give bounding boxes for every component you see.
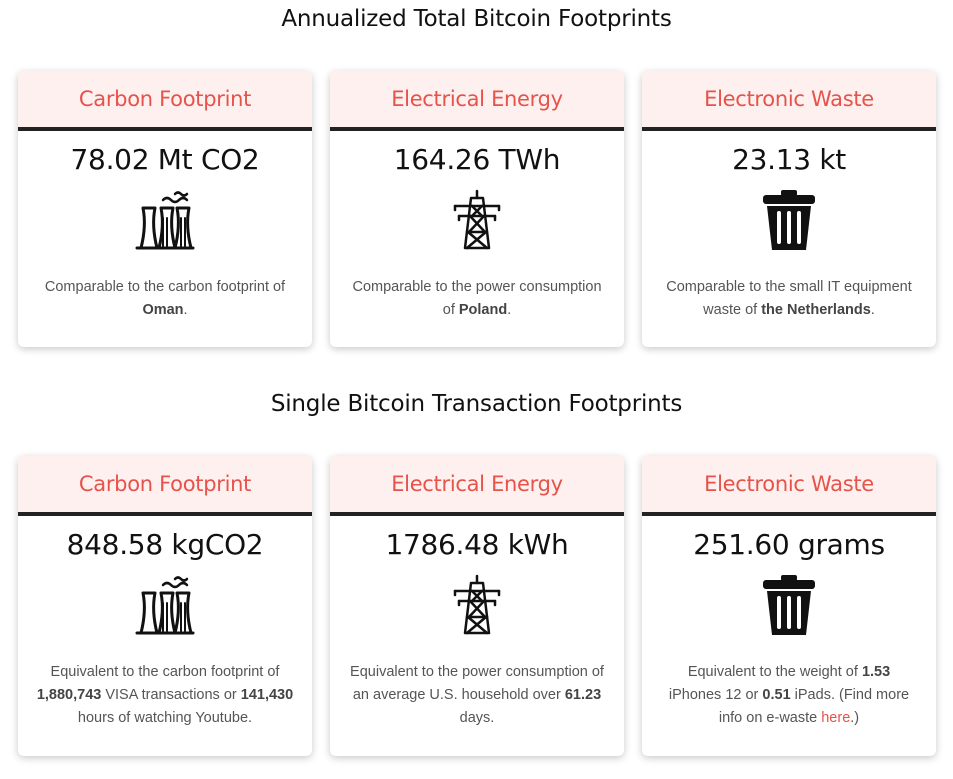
power-tower-icon bbox=[330, 573, 624, 637]
card-heading: Electronic Waste bbox=[704, 472, 874, 496]
card-value: 78.02 Mt CO2 bbox=[70, 143, 260, 176]
ipad-count: 0.51 bbox=[762, 687, 791, 703]
card-description: Equivalent to the weight of 1.53 iPhones… bbox=[668, 664, 910, 726]
card-value: 848.58 kgCO2 bbox=[66, 528, 264, 561]
card-heading: Carbon Footprint bbox=[78, 472, 252, 496]
card-description: Equivalent to the power consumption of a… bbox=[350, 664, 604, 726]
e-waste-info-link[interactable]: here bbox=[821, 710, 851, 726]
card-header: Carbon Footprint bbox=[18, 71, 312, 131]
card-heading: Carbon Footprint bbox=[78, 87, 252, 111]
single-energy-card: Electrical Energy 1786.48 kWh Equivalent… bbox=[330, 456, 624, 756]
card-value: 251.60 grams bbox=[693, 528, 885, 561]
card-value: 164.26 TWh bbox=[393, 143, 561, 176]
annual-carbon-card: Carbon Footprint 78.02 Mt CO2 Comparable… bbox=[18, 71, 312, 347]
card-value: 1786.48 kWh bbox=[385, 528, 569, 561]
factory-icon bbox=[18, 573, 312, 637]
trash-can-icon bbox=[642, 573, 936, 637]
power-tower-icon bbox=[330, 188, 624, 252]
country-name: Oman bbox=[142, 302, 184, 318]
card-header: Electrical Energy bbox=[330, 71, 624, 131]
card-header: Electronic Waste bbox=[642, 456, 936, 516]
card-value: 23.13 kt bbox=[732, 143, 846, 176]
card-description: Comparable to the small IT equipment was… bbox=[666, 279, 912, 318]
card-header: Electrical Energy bbox=[330, 456, 624, 516]
card-heading: Electrical Energy bbox=[391, 472, 563, 496]
trash-can-icon bbox=[642, 188, 936, 252]
annual-waste-card: Electronic Waste 23.13 kt Comparable to … bbox=[642, 71, 936, 347]
card-description: Equivalent to the carbon footprint of 1,… bbox=[36, 664, 294, 726]
iphone-count: 1.53 bbox=[861, 664, 891, 680]
card-description: Comparable to the power consumption of P… bbox=[352, 279, 602, 318]
youtube-hours: 141,430 bbox=[240, 687, 294, 703]
annual-energy-card: Electrical Energy 164.26 TWh Comparable … bbox=[330, 71, 624, 347]
country-name: the Netherlands bbox=[761, 302, 871, 318]
single-waste-card: Electronic Waste 251.60 grams Equivalent… bbox=[642, 456, 936, 756]
single-carbon-card: Carbon Footprint 848.58 kgCO2 Equivalent… bbox=[18, 456, 312, 756]
country-name: Poland bbox=[458, 302, 508, 318]
card-header: Carbon Footprint bbox=[18, 456, 312, 516]
card-heading: Electrical Energy bbox=[391, 87, 563, 111]
card-description: Comparable to the carbon footprint of Om… bbox=[44, 279, 286, 318]
household-days: 61.23 bbox=[564, 687, 602, 703]
factory-icon bbox=[18, 188, 312, 252]
card-header: Electronic Waste bbox=[642, 71, 936, 131]
card-heading: Electronic Waste bbox=[704, 87, 874, 111]
single-section-title: Single Bitcoin Transaction Footprints bbox=[270, 391, 683, 417]
visa-count: 1,880,743 bbox=[36, 687, 102, 703]
annual-section-title: Annualized Total Bitcoin Footprints bbox=[281, 6, 672, 32]
